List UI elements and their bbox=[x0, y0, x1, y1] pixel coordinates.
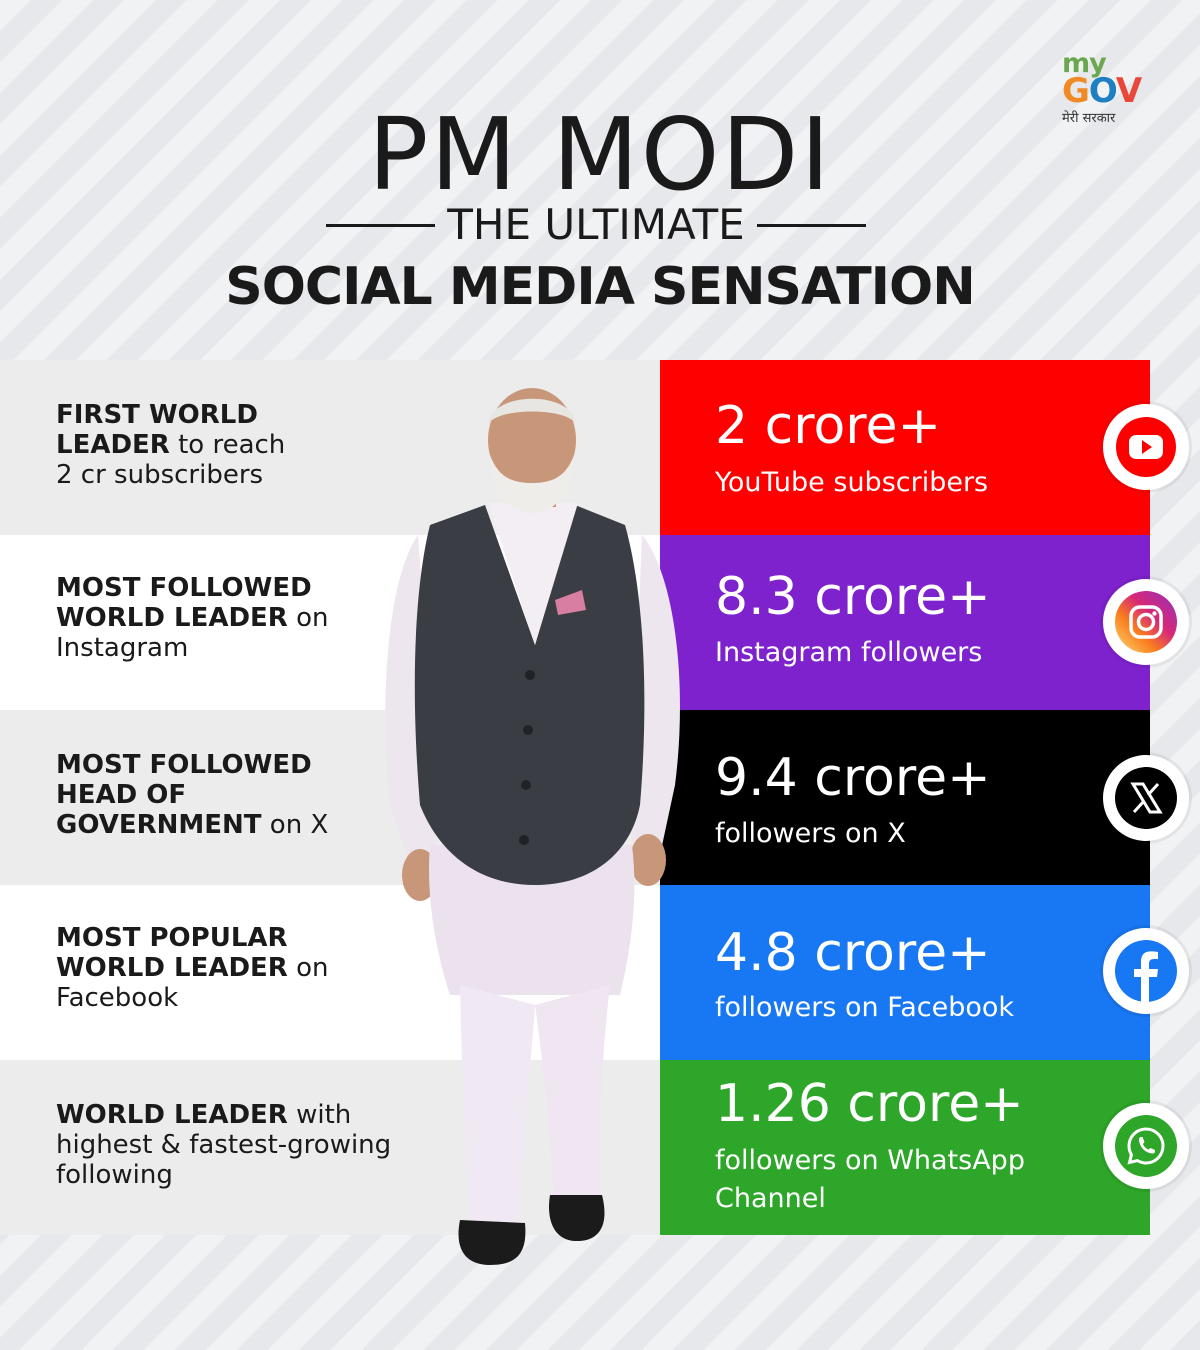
subtitle-divider-right bbox=[756, 223, 866, 227]
subtitle-divider-left bbox=[326, 223, 436, 227]
stat-value: 1.26 crore+ bbox=[715, 1074, 1024, 1134]
stat-panel-youtube: 2 crore+ YouTube subscribers bbox=[660, 360, 1150, 535]
stat-label: followers on Facebook bbox=[715, 992, 1015, 1023]
stat-panel-instagram: 8.3 crore+ Instagram followers bbox=[660, 535, 1150, 710]
page-headline: SOCIAL MEDIA SENSATION bbox=[225, 257, 975, 317]
youtube-icon bbox=[1103, 404, 1189, 490]
subtitle-row: THE ULTIMATE bbox=[326, 200, 866, 250]
stat-value: 4.8 crore+ bbox=[715, 923, 991, 983]
stat-value: 2 crore+ bbox=[715, 396, 942, 456]
instagram-icon bbox=[1103, 579, 1189, 665]
stat-value: 9.4 crore+ bbox=[715, 748, 991, 808]
mygov-logo: my GOV मेरी सरकार bbox=[1062, 48, 1172, 126]
page-subtitle: THE ULTIMATE bbox=[447, 200, 745, 249]
pm-modi-photo bbox=[385, 388, 680, 1265]
logo-my: my bbox=[1062, 48, 1107, 79]
facebook-icon bbox=[1103, 928, 1189, 1014]
stat-value: 8.3 crore+ bbox=[715, 567, 991, 627]
achievement-text: MOST FOLLOWED HEAD OF GOVERNMENT on X bbox=[56, 750, 329, 840]
stat-panel-facebook: 4.8 crore+ followers on Facebook bbox=[660, 885, 1150, 1060]
achievement-text: FIRST WORLD LEADER to reach 2 cr subscri… bbox=[56, 400, 286, 490]
stat-label: followers on X bbox=[715, 818, 906, 849]
achievement-text: MOST POPULAR WORLD LEADER on Facebook bbox=[56, 923, 329, 1013]
logo-gov: GOV bbox=[1062, 71, 1142, 111]
stat-label: YouTube subscribers bbox=[715, 467, 989, 498]
whatsapp-icon bbox=[1103, 1103, 1189, 1189]
logo-tagline: मेरी सरकार bbox=[1062, 111, 1116, 126]
x-icon bbox=[1103, 755, 1189, 841]
stat-panel-whatsapp: 1.26 crore+ followers on WhatsApp Channe… bbox=[660, 1060, 1150, 1235]
page-title: PM MODI bbox=[368, 96, 832, 213]
achievement-text: MOST FOLLOWED WORLD LEADER on Instagram bbox=[56, 573, 329, 663]
stat-label: Instagram followers bbox=[715, 637, 983, 668]
stat-label: followers on WhatsApp Channel bbox=[715, 1145, 1025, 1214]
achievement-text: WORLD LEADER with highest & fastest-grow… bbox=[56, 1100, 392, 1190]
stat-panel-x: 9.4 crore+ followers on X bbox=[660, 710, 1150, 885]
